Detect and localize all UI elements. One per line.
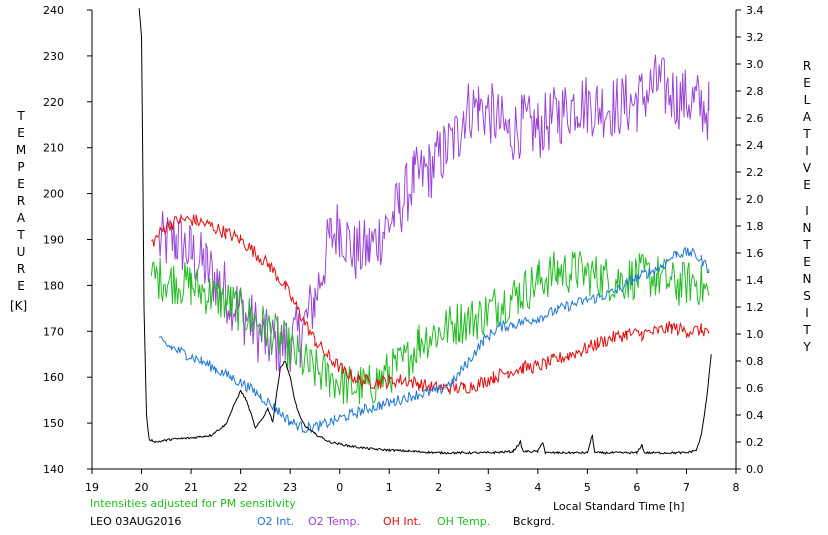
x-tick-label: 1 [386, 481, 393, 494]
axis-title-letter: V [802, 161, 812, 175]
axis-title-letter: L [803, 93, 811, 107]
axis-title-letter: A [16, 211, 26, 225]
left-tick-label: 220 [43, 96, 64, 109]
left-axis-unit: [K] [10, 299, 28, 313]
left-tick-label: 210 [43, 142, 64, 155]
axis-title-letter: E [803, 76, 811, 90]
left-axis-ticks: 140 150 160 170 180 190 200 210 220 230 240 [43, 4, 92, 476]
right-tick-label: 2.8 [746, 85, 764, 98]
axis-title-letter: I [805, 144, 809, 158]
legend-item-oh-int: OH Int. [383, 515, 422, 528]
right-tick-label: 1.6 [746, 247, 764, 260]
axis-title-letter: T [803, 238, 811, 252]
x-tick-label: 2 [435, 481, 442, 494]
axis-title-letter: A [802, 110, 812, 124]
left-tick-label: 180 [43, 279, 64, 292]
axis-title-letter: T [803, 323, 811, 337]
legend-item-o2-int: O2 Int. [257, 515, 295, 528]
axis-title-letter: T [17, 228, 25, 242]
right-tick-label: 0.0 [746, 463, 764, 476]
x-tick-label: 7 [683, 481, 690, 494]
left-tick-label: 200 [43, 188, 64, 201]
right-tick-label: 1.4 [746, 274, 764, 287]
axis-title-letter: E [17, 126, 25, 140]
right-tick-label: 3.0 [746, 58, 764, 71]
axis-title-letter: I [805, 306, 809, 320]
axis-title-letter: M [15, 143, 27, 157]
x-tick-label: 4 [534, 481, 541, 494]
series-line-oh-int [151, 214, 710, 395]
series-layer [138, 8, 712, 455]
right-tick-label: 0.6 [746, 382, 764, 395]
axis-title-letter: N [802, 272, 812, 286]
x-tick-label: 22 [234, 481, 248, 494]
x-tick-label: 0 [336, 481, 343, 494]
right-tick-label: 1.2 [746, 301, 764, 314]
axis-title-letter: R [802, 59, 812, 73]
right-tick-label: 1.8 [746, 220, 764, 233]
series-line-o2-temp [158, 54, 710, 373]
left-tick-label: 150 [43, 417, 64, 430]
axis-title-letter: P [17, 160, 25, 174]
x-axis-label: Local Standard Time [h] [553, 500, 685, 513]
axis-title-letter: E [17, 177, 25, 191]
axis-title-letter: Y [803, 340, 811, 354]
left-tick-label: 230 [43, 50, 64, 63]
x-tick-label: 5 [584, 481, 591, 494]
station-date-label: LEO 03AUG2016 [90, 515, 182, 528]
right-tick-label: 3.4 [746, 4, 764, 17]
x-tick-label: 6 [633, 481, 640, 494]
x-tick-label: 23 [283, 481, 297, 494]
axis-title-letter: E [17, 279, 25, 293]
series-line-o2-int [158, 246, 710, 434]
right-tick-label: 2.4 [746, 139, 764, 152]
left-tick-label: 170 [43, 325, 64, 338]
axis-title-letter: I [805, 204, 809, 218]
x-axis-ticks: 19 20 21 22 23 0 1 2 3 4 5 6 7 8 [85, 469, 740, 494]
left-tick-label: 140 [43, 463, 64, 476]
x-tick-label: 21 [184, 481, 198, 494]
axis-title-letter: R [16, 194, 26, 208]
left-tick-label: 240 [43, 4, 64, 17]
axis-title-letter: T [803, 127, 811, 141]
x-tick-label: 20 [135, 481, 149, 494]
right-tick-label: 3.2 [746, 31, 764, 44]
legend-item-oh-temp: OH Temp. [437, 515, 491, 528]
pm-sensitivity-note: Intensities adjusted for PM sensitivity [90, 497, 296, 510]
series-line-oh-temp [150, 251, 710, 405]
axis-title-letter: T [17, 109, 25, 123]
right-tick-label: 0.4 [746, 409, 764, 422]
axis-title-letter: U [16, 245, 26, 259]
right-axis-ticks: 0.0 0.2 0.4 0.6 0.8 1.0 1.2 1.4 1.6 1.8 2.0 2.2 2.4 2… [736, 4, 764, 476]
series-line-bckgrd [138, 8, 712, 455]
axis-title-letter: S [803, 289, 811, 303]
left-tick-label: 160 [43, 371, 64, 384]
legend-item-bckgrd: Bckgrd. [513, 515, 555, 528]
x-tick-label: 19 [85, 481, 99, 494]
axis-title-letter: N [802, 221, 812, 235]
right-tick-label: 2.6 [746, 112, 764, 125]
legend-item-o2-temp: O2 Temp. [308, 515, 360, 528]
right-tick-label: 2.0 [746, 193, 764, 206]
right-tick-label: 2.2 [746, 166, 764, 179]
x-tick-label: 8 [733, 481, 740, 494]
axis-title-letter: E [803, 178, 811, 192]
axis-title-letter: R [16, 262, 26, 276]
right-tick-label: 0.8 [746, 355, 764, 368]
axis-title-letter: E [803, 255, 811, 269]
left-tick-label: 190 [43, 234, 64, 247]
right-tick-label: 1.0 [746, 328, 764, 341]
x-tick-label: 3 [485, 481, 492, 494]
right-tick-label: 0.2 [746, 436, 764, 449]
